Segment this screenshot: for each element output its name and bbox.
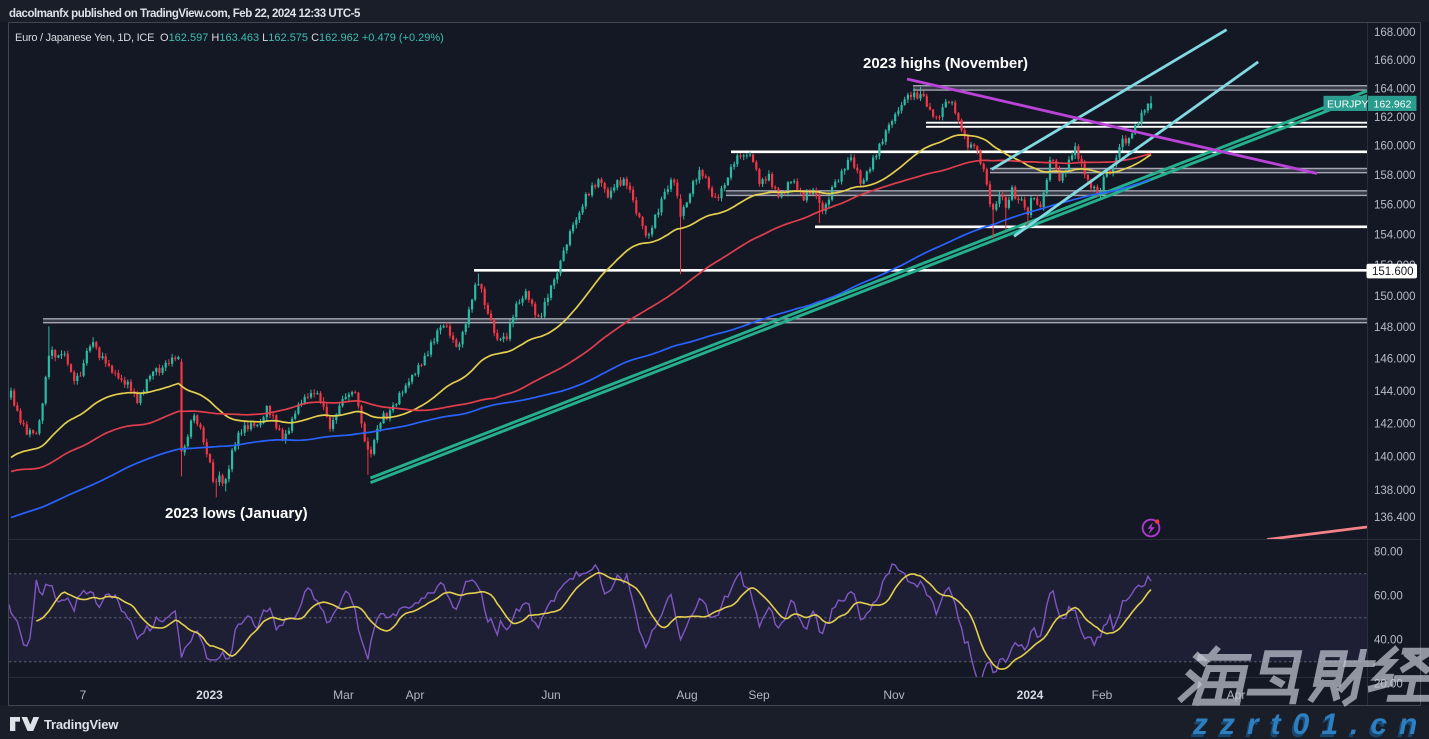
svg-text:EURJPY: EURJPY bbox=[1327, 98, 1368, 110]
svg-text:60.00: 60.00 bbox=[1374, 591, 1403, 603]
svg-text:154.000: 154.000 bbox=[1374, 230, 1416, 242]
svg-text:162.000: 162.000 bbox=[1374, 112, 1416, 124]
svg-text:162.962: 162.962 bbox=[1374, 98, 1412, 110]
svg-text:80.00: 80.00 bbox=[1374, 547, 1403, 559]
svg-text:Nov: Nov bbox=[883, 688, 904, 702]
svg-text:140.000: 140.000 bbox=[1374, 451, 1416, 463]
svg-text:156.000: 156.000 bbox=[1374, 200, 1416, 212]
svg-text:Euro / Japanese Yen, 1D, ICE: Euro / Japanese Yen, 1D, ICE bbox=[15, 32, 154, 44]
svg-text:138.000: 138.000 bbox=[1374, 485, 1416, 497]
svg-text:O162.597 H163.463 L162.575 C16: O162.597 H163.463 L162.575 C162.962 +0.4… bbox=[160, 32, 444, 44]
svg-text:TradingView: TradingView bbox=[44, 717, 119, 732]
svg-text:150.000: 150.000 bbox=[1374, 291, 1416, 303]
svg-text:Mar: Mar bbox=[333, 688, 354, 702]
svg-text:2023 lows (January): 2023 lows (January) bbox=[165, 505, 308, 522]
svg-text:2023 highs (November): 2023 highs (November) bbox=[863, 55, 1028, 72]
svg-text:160.000: 160.000 bbox=[1374, 141, 1416, 153]
svg-text:Jun: Jun bbox=[541, 688, 560, 702]
svg-text:144.000: 144.000 bbox=[1374, 386, 1416, 398]
svg-text:151.600: 151.600 bbox=[1372, 266, 1414, 278]
svg-text:166.000: 166.000 bbox=[1374, 55, 1416, 67]
svg-text:Sep: Sep bbox=[748, 688, 770, 702]
svg-text:148.000: 148.000 bbox=[1374, 322, 1416, 334]
svg-text:Apr: Apr bbox=[406, 688, 425, 702]
svg-text:168.000: 168.000 bbox=[1374, 27, 1416, 39]
svg-text:2023: 2023 bbox=[196, 688, 223, 702]
svg-text:dacolmanfx published on Tradin: dacolmanfx published on TradingView.com,… bbox=[9, 8, 361, 20]
svg-text:Aug: Aug bbox=[676, 688, 697, 702]
svg-text:146.000: 146.000 bbox=[1374, 354, 1416, 366]
svg-text:2024: 2024 bbox=[1017, 688, 1044, 702]
svg-text:Feb: Feb bbox=[1092, 688, 1113, 702]
svg-text:zzrt01.cn: zzrt01.cn bbox=[1192, 708, 1429, 739]
svg-text:164.000: 164.000 bbox=[1374, 83, 1416, 95]
svg-text:142.000: 142.000 bbox=[1374, 418, 1416, 430]
svg-text:158.000: 158.000 bbox=[1374, 170, 1416, 182]
svg-text:7: 7 bbox=[80, 688, 87, 702]
svg-text:136.400: 136.400 bbox=[1374, 512, 1416, 524]
svg-text:40.00: 40.00 bbox=[1374, 635, 1403, 647]
